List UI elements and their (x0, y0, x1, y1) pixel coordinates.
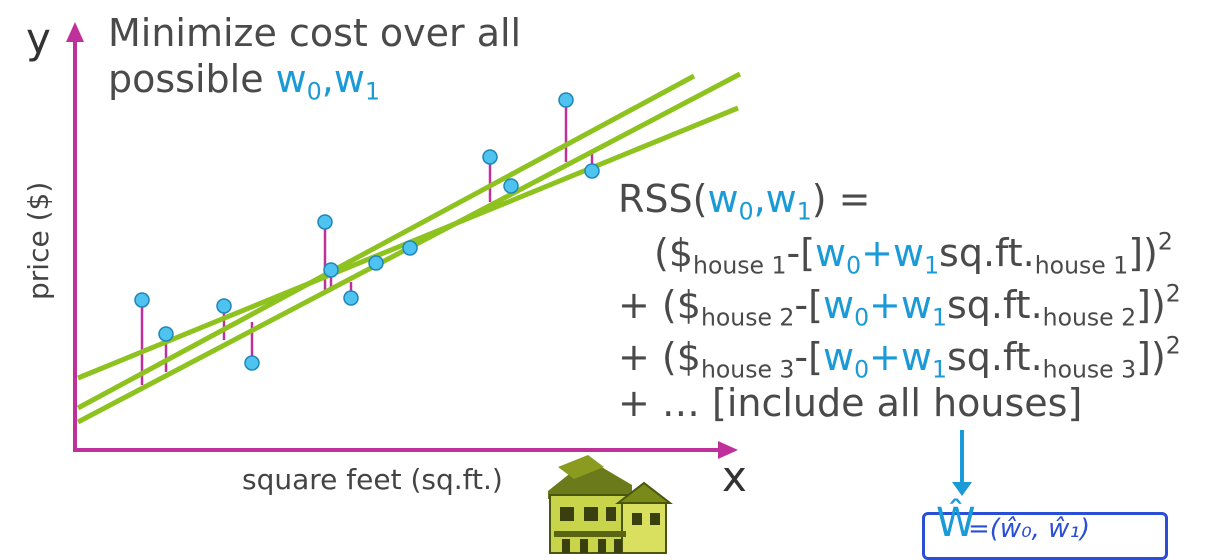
y-axis-letter: y (26, 14, 51, 63)
y-axis-label: price ($) (22, 181, 55, 300)
w-hat: Ŵ (936, 500, 976, 546)
title-line-2: possible w0,w1 (108, 56, 521, 106)
data-point-2 (158, 326, 174, 342)
x-axis-arrow (718, 441, 738, 459)
down-arrow-icon (952, 482, 972, 496)
x-axis-letter: x (722, 452, 747, 501)
rss-term-2: + ($house 2-[w0+w1sq.ft.house 2])2 (618, 279, 1181, 332)
residual-segments (140, 100, 594, 385)
data-points (134, 92, 600, 371)
data-point-13 (584, 163, 600, 179)
title-line-1: Minimize cost over all (108, 11, 522, 55)
w-hat-components: =(ŵ₀, ŵ₁) (968, 514, 1090, 544)
data-point-1 (134, 292, 150, 308)
data-point-9 (402, 240, 418, 256)
data-point-10 (482, 149, 498, 165)
data-point-8 (368, 255, 384, 271)
title-w1: w1 (333, 57, 380, 106)
rss-term-3: + ($house 3-[w0+w1sq.ft.house 3])2 (618, 331, 1181, 384)
title-comma: , (321, 57, 334, 101)
data-point-11 (503, 178, 519, 194)
data-point-7 (343, 290, 359, 306)
data-point-12 (558, 92, 574, 108)
x-axis-label: square feet (sq.ft.) (242, 463, 503, 496)
data-point-4 (244, 355, 260, 371)
data-point-3 (216, 298, 232, 314)
title-w0: w0 (275, 57, 322, 106)
rss-heading: RSS(w0,w1) = (618, 177, 871, 226)
rss-last-line: + … [include all houses] (618, 381, 1083, 425)
y-axis-arrow (66, 22, 84, 42)
fit-line-2 (76, 73, 696, 411)
rss-term-1: ($house 1-[w0+w1sq.ft.house 1])2 (654, 227, 1173, 280)
title-possible: possible (108, 57, 276, 101)
data-point-6 (323, 262, 339, 278)
data-point-5 (317, 214, 333, 230)
house-icon (548, 455, 673, 554)
title: Minimize cost over all possible w0,w1 (108, 10, 522, 106)
